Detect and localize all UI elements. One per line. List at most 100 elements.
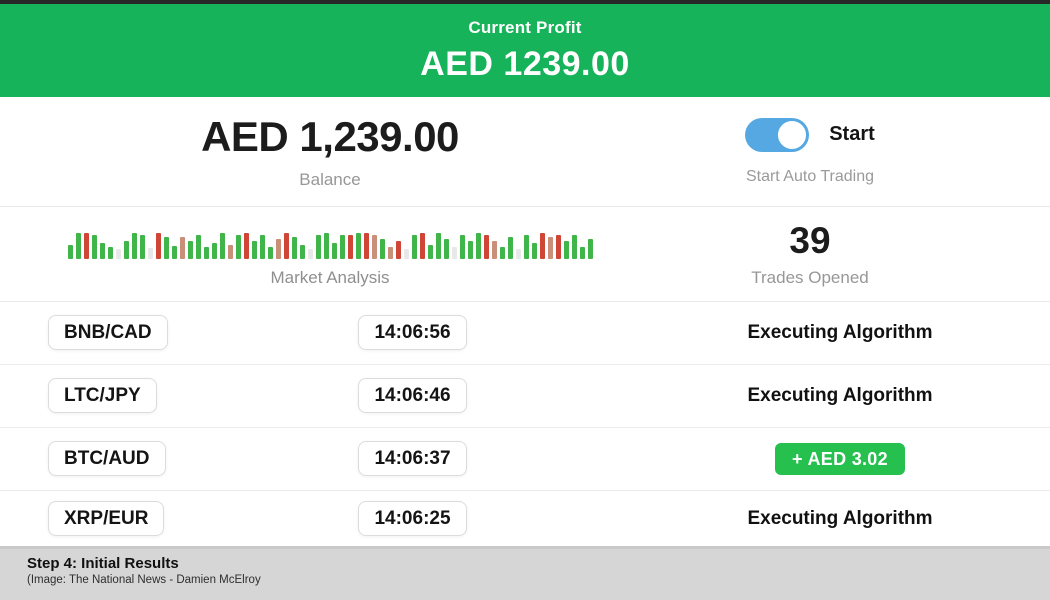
- trade-time-badge: 14:06:56: [358, 315, 467, 350]
- market-bar: [515, 248, 521, 259]
- market-bar: [275, 238, 281, 259]
- caption-credit: (Image: The National News - Damien McElr…: [27, 574, 261, 586]
- market-bar: [355, 232, 361, 259]
- market-bar: [315, 234, 321, 259]
- market-bar: [123, 240, 129, 259]
- trade-time-badge: 14:06:46: [358, 378, 467, 413]
- market-bar: [75, 232, 81, 259]
- current-profit-label: Current Profit: [468, 17, 582, 37]
- market-analysis-section: Market Analysis 39 Trades Opened: [0, 207, 1050, 302]
- market-bar: [459, 234, 465, 259]
- market-bar: [195, 234, 201, 259]
- pair-badge: XRP/EUR: [48, 500, 165, 536]
- market-bar: [83, 232, 89, 259]
- market-bar: [363, 232, 369, 259]
- market-bar: [499, 246, 505, 259]
- table-row: BNB/CAD 14:06:56 Executing Algorithm: [0, 302, 1050, 365]
- market-bar: [339, 234, 345, 259]
- trade-time-badge: 14:06:37: [358, 441, 467, 476]
- market-bar: [555, 234, 561, 259]
- caption-title: Step 4: Initial Results: [27, 555, 179, 572]
- market-bar: [467, 240, 473, 259]
- status-text: Executing Algorithm: [747, 322, 933, 343]
- market-bar: [267, 246, 273, 259]
- balance-label: Balance: [299, 170, 361, 189]
- table-row: BTC/AUD 14:06:37 + AED 3.02: [0, 428, 1050, 491]
- balance-amount: AED 1,239.00: [201, 113, 459, 160]
- pair-badge: BTC/AUD: [48, 441, 166, 476]
- market-bar: [523, 234, 529, 259]
- market-bar: [251, 240, 257, 259]
- market-bar: [67, 244, 73, 259]
- auto-trading-caption: Start Auto Trading: [745, 167, 875, 185]
- market-analysis-bars: [67, 229, 593, 259]
- market-bar: [371, 234, 377, 259]
- trades-opened-label: Trades Opened: [751, 268, 869, 287]
- market-bar: [307, 248, 313, 259]
- caption-bar: Step 4: Initial Results (Image: The Nati…: [0, 546, 1050, 600]
- market-bar: [155, 232, 161, 259]
- market-bar: [539, 232, 545, 259]
- market-bar: [563, 240, 569, 259]
- start-toggle-label: Start: [829, 123, 875, 145]
- current-profit-value: AED 1239.00: [420, 44, 630, 83]
- market-bar: [411, 234, 417, 259]
- market-bar: [99, 242, 105, 259]
- market-bar: [139, 234, 145, 259]
- market-bar: [491, 240, 497, 259]
- market-bar: [403, 248, 409, 259]
- market-bar: [131, 232, 137, 259]
- market-analysis-label: Market Analysis: [270, 267, 390, 287]
- profit-badge: + AED 3.02: [775, 442, 905, 475]
- toggle-knob-icon: [776, 118, 809, 151]
- market-bar: [299, 244, 305, 259]
- market-bar: [419, 232, 425, 259]
- trades-list: BNB/CAD 14:06:56 Executing Algorithm LTC/JP…: [0, 302, 1050, 546]
- market-bar: [323, 232, 329, 259]
- market-bar: [427, 244, 433, 259]
- status-text: Executing Algorithm: [747, 385, 933, 406]
- market-bar: [331, 242, 337, 259]
- market-bar: [259, 234, 265, 259]
- table-row: XRP/EUR 14:06:25 Executing Algorithm: [0, 491, 1050, 546]
- market-bar: [395, 240, 401, 259]
- market-bar: [531, 242, 537, 259]
- pair-badge: LTC/JPY: [48, 378, 157, 413]
- status-text: Executing Algorithm: [747, 507, 933, 529]
- auto-trading-toggle[interactable]: [745, 117, 810, 152]
- pair-badge: BNB/CAD: [48, 315, 168, 350]
- balance-section: AED 1,239.00 Balance Start Start Auto Tr…: [0, 97, 1050, 207]
- market-bar: [211, 242, 217, 259]
- market-bar: [571, 234, 577, 259]
- market-bar: [91, 234, 97, 259]
- market-bar: [219, 232, 225, 259]
- market-bar: [243, 232, 249, 259]
- market-bar: [347, 234, 353, 259]
- market-bar: [387, 246, 393, 259]
- market-bar: [587, 238, 593, 259]
- market-bar: [187, 240, 193, 259]
- market-bar: [507, 236, 513, 259]
- market-bar: [203, 246, 209, 259]
- market-bar: [107, 246, 113, 259]
- market-bar: [475, 232, 481, 259]
- market-bar: [115, 248, 121, 259]
- market-bar: [379, 238, 385, 259]
- market-bar: [171, 245, 177, 259]
- market-bar: [235, 234, 241, 259]
- market-bar: [483, 234, 489, 259]
- top-window-strip: [0, 0, 1050, 4]
- market-bar: [147, 247, 153, 259]
- market-bar: [291, 236, 297, 259]
- trades-opened-count: 39: [789, 220, 831, 261]
- market-bar: [179, 236, 185, 259]
- market-bar: [547, 236, 553, 259]
- profit-header: Current Profit AED 1239.00: [0, 4, 1050, 97]
- table-row: LTC/JPY 14:06:46 Executing Algorithm: [0, 365, 1050, 428]
- market-bar: [227, 244, 233, 259]
- market-bar: [283, 232, 289, 259]
- market-bar: [443, 238, 449, 259]
- market-bar: [451, 246, 457, 259]
- market-bar: [435, 232, 441, 259]
